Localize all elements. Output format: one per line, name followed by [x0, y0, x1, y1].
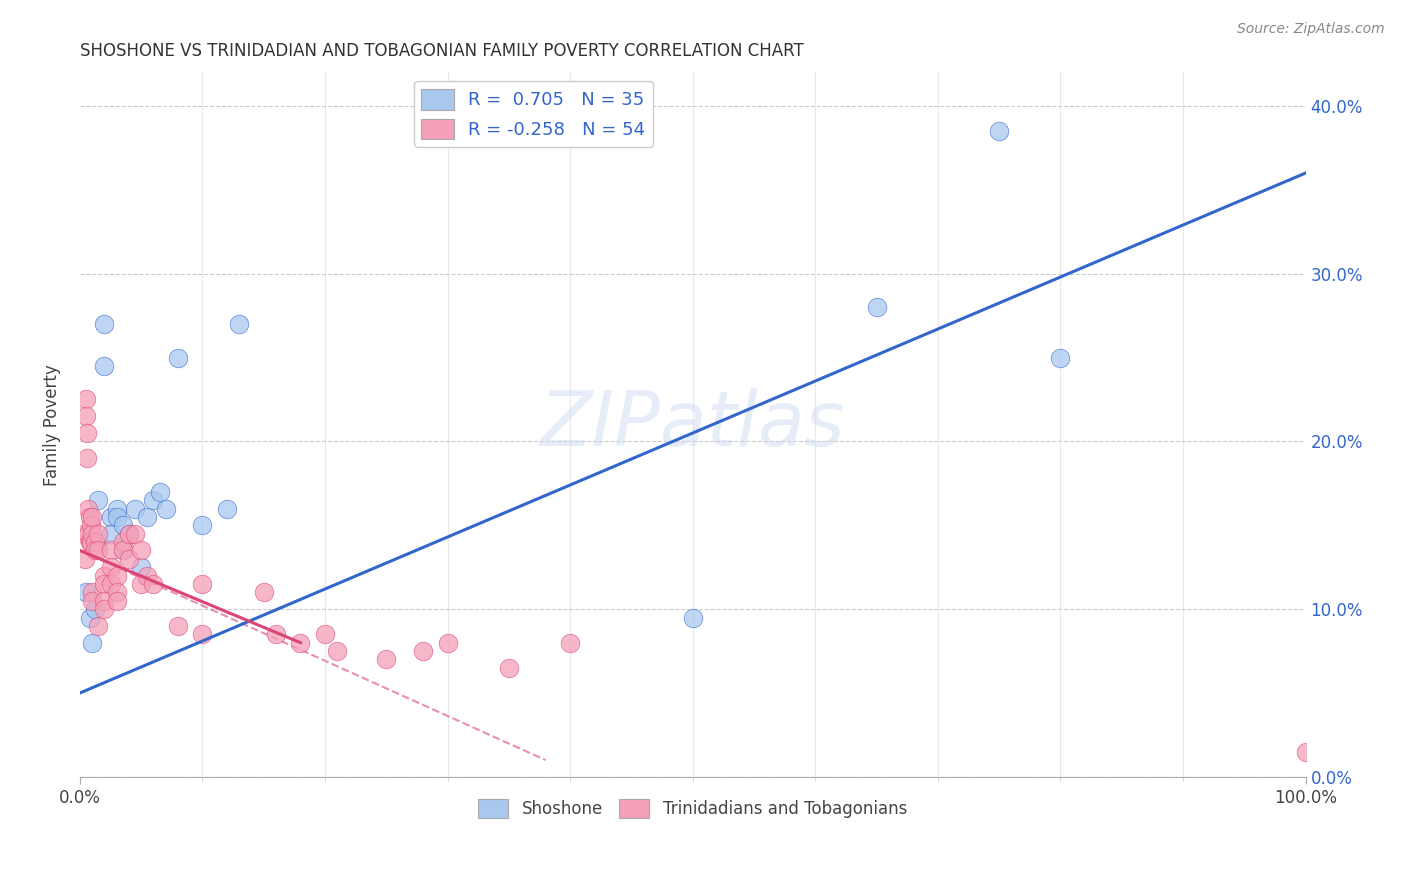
Point — [105, 593, 128, 607]
Point — [83, 543, 105, 558]
Point — [100, 526, 122, 541]
Point — [100, 543, 122, 558]
Point — [80, 535, 103, 549]
Point — [76, 425, 98, 440]
Point — [105, 509, 128, 524]
Point — [87, 619, 110, 633]
Point — [93, 593, 115, 607]
Point — [111, 543, 134, 558]
Point — [167, 619, 190, 633]
Point — [111, 543, 134, 558]
Point — [142, 493, 165, 508]
Point — [118, 526, 141, 541]
Legend: Shoshone, Trinidadians and Tobagonians: Shoshone, Trinidadians and Tobagonians — [471, 792, 914, 825]
Point — [77, 501, 100, 516]
Point — [83, 602, 105, 616]
Point — [191, 577, 214, 591]
Point — [82, 526, 104, 541]
Point — [105, 501, 128, 516]
Point — [82, 585, 104, 599]
Point — [290, 636, 312, 650]
Point — [100, 560, 122, 574]
Point — [118, 551, 141, 566]
Point — [142, 577, 165, 591]
Text: SHOSHONE VS TRINIDADIAN AND TOBAGONIAN FAMILY POVERTY CORRELATION CHART: SHOSHONE VS TRINIDADIAN AND TOBAGONIAN F… — [80, 42, 804, 60]
Point — [129, 560, 152, 574]
Point — [558, 636, 581, 650]
Point — [75, 392, 97, 407]
Point — [436, 636, 458, 650]
Point — [79, 610, 101, 624]
Point — [79, 535, 101, 549]
Point — [83, 535, 105, 549]
Y-axis label: Family Poverty: Family Poverty — [44, 364, 60, 485]
Point — [73, 551, 96, 566]
Point — [1295, 745, 1317, 759]
Point — [167, 351, 190, 365]
Point — [136, 568, 159, 582]
Point — [155, 501, 177, 516]
Point — [75, 585, 97, 599]
Point — [87, 493, 110, 508]
Point — [498, 661, 520, 675]
Point — [111, 518, 134, 533]
Point — [228, 317, 250, 331]
Point — [105, 585, 128, 599]
Point — [105, 568, 128, 582]
Point — [264, 627, 287, 641]
Point — [124, 526, 146, 541]
Point — [87, 543, 110, 558]
Point — [148, 484, 170, 499]
Point — [72, 526, 94, 541]
Point — [82, 636, 104, 650]
Point — [865, 300, 887, 314]
Point — [253, 585, 276, 599]
Point — [82, 593, 104, 607]
Point — [93, 359, 115, 373]
Point — [75, 409, 97, 424]
Point — [988, 124, 1011, 138]
Point — [93, 317, 115, 331]
Point — [314, 627, 336, 641]
Point — [77, 526, 100, 541]
Point — [93, 602, 115, 616]
Point — [118, 526, 141, 541]
Point — [191, 627, 214, 641]
Point — [375, 652, 398, 666]
Text: ZIPatlas: ZIPatlas — [540, 388, 845, 462]
Point — [129, 577, 152, 591]
Point — [100, 577, 122, 591]
Point — [79, 509, 101, 524]
Point — [100, 509, 122, 524]
Point — [87, 526, 110, 541]
Point — [76, 451, 98, 466]
Point — [326, 644, 349, 658]
Point — [111, 535, 134, 549]
Point — [82, 509, 104, 524]
Point — [129, 543, 152, 558]
Point — [682, 610, 704, 624]
Point — [191, 518, 214, 533]
Point — [93, 568, 115, 582]
Point — [124, 501, 146, 516]
Point — [1049, 351, 1071, 365]
Point — [136, 509, 159, 524]
Point — [93, 577, 115, 591]
Point — [80, 518, 103, 533]
Point — [215, 501, 238, 516]
Point — [87, 535, 110, 549]
Text: Source: ZipAtlas.com: Source: ZipAtlas.com — [1237, 22, 1385, 37]
Point — [412, 644, 434, 658]
